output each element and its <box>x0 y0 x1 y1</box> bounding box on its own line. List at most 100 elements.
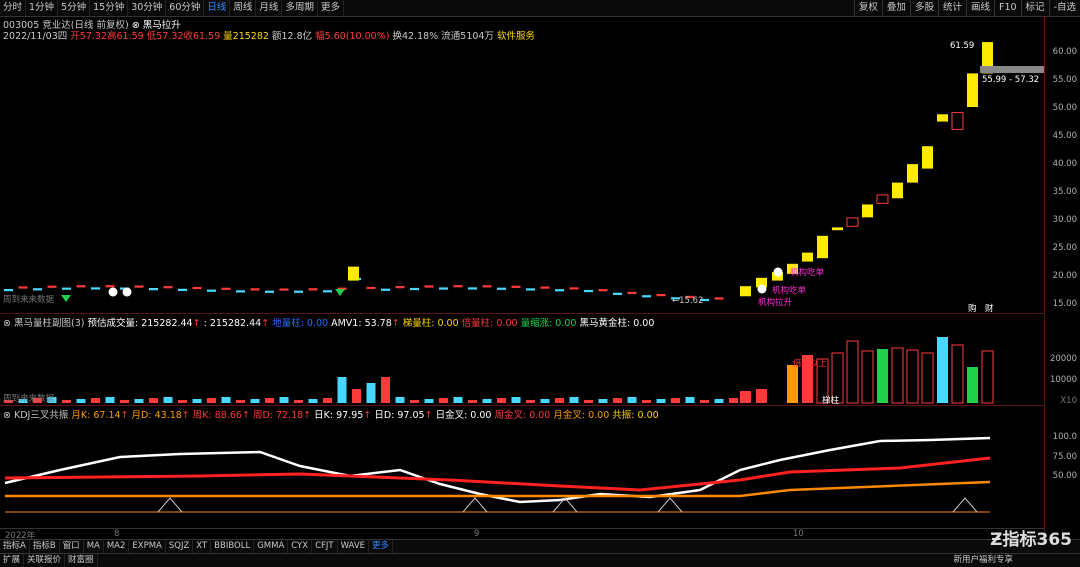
candle <box>91 287 100 290</box>
candle <box>18 286 28 289</box>
tab-1min[interactable]: 1分钟 <box>26 0 59 16</box>
tab-60min[interactable]: 60分钟 <box>166 0 205 16</box>
period-toolbar: 分时 1分钟 5分钟 15分钟 30分钟 60分钟 日线 周线 月线 多周期 更… <box>0 0 1080 17</box>
kdj-tick: 100.0 <box>1052 432 1077 442</box>
adjust-button[interactable]: 复权 <box>853 0 882 16</box>
close-icon[interactable]: ⊗ <box>3 318 11 329</box>
candle <box>497 287 506 290</box>
tab-bbiboll[interactable]: BBIBOLL <box>211 540 255 553</box>
tab-daily[interactable]: 日线 <box>204 0 231 16</box>
tab-ma2[interactable]: MA2 <box>104 540 130 553</box>
tab-indicator-a[interactable]: 指标A <box>0 540 30 553</box>
diamond-marker <box>335 289 345 296</box>
f10-button[interactable]: F10 <box>993 0 1021 16</box>
candle <box>937 114 948 122</box>
volume-bar <box>18 399 28 403</box>
signal-label: 机构拉升 <box>758 298 793 308</box>
tab-sqjz[interactable]: SQJZ <box>166 540 194 553</box>
volume-bar <box>598 399 608 403</box>
tab-fenshi[interactable]: 分时 <box>0 0 27 16</box>
volume-bar <box>584 400 593 403</box>
panel-divider <box>0 313 1045 314</box>
finance-flag[interactable]: 财 <box>985 304 994 314</box>
ohlc-info: 2022/11/03四 开57.32高61.59 低57.32收61.59 量2… <box>3 31 535 42</box>
tab-xt[interactable]: XT <box>193 540 212 553</box>
volume-bar <box>967 367 978 403</box>
logo: Ƶ指标365 <box>990 530 1072 550</box>
time-label: 2022年 <box>5 531 36 541</box>
tab-monthly[interactable]: 月线 <box>256 0 283 16</box>
volume-bar <box>569 397 579 403</box>
tab-wave[interactable]: WAVE <box>338 540 370 553</box>
volume-bar <box>511 397 521 403</box>
buy-flag[interactable]: 购 <box>968 304 977 314</box>
expand-button[interactable]: 扩展 <box>0 554 25 567</box>
watchlist-button[interactable]: -自选 <box>1048 0 1080 16</box>
volume-unit: X10 <box>1060 396 1077 406</box>
candle <box>76 285 86 288</box>
volume-bar <box>613 398 622 403</box>
candle <box>922 146 933 169</box>
signal-circle <box>122 287 132 297</box>
volume-bar <box>366 383 376 403</box>
tab-cfjt[interactable]: CFJT <box>312 540 338 553</box>
high-label: 61.59 <box>950 41 975 51</box>
multi-stock-button[interactable]: 多股 <box>909 0 938 16</box>
candle <box>569 287 579 290</box>
kdj-day-line <box>4 436 991 504</box>
candle <box>540 286 550 289</box>
volume-bar <box>831 352 844 404</box>
volume-bar <box>47 397 57 403</box>
related-quote-button[interactable]: 关联报价 <box>24 554 66 567</box>
candle <box>468 287 477 290</box>
candle <box>33 288 42 291</box>
tab-5min[interactable]: 5分钟 <box>58 0 91 16</box>
candle <box>149 287 158 291</box>
indicator-name[interactable]: ⊗ 黑马拉升 <box>131 20 181 31</box>
candle <box>832 227 843 231</box>
tab-more[interactable]: 更多 <box>318 0 344 16</box>
new-user-promo[interactable]: 新用户福利专享 <box>953 555 1013 565</box>
tab-30min[interactable]: 30分钟 <box>128 0 167 16</box>
kdj-tick: 50.00 <box>1052 471 1077 481</box>
volume-bar <box>937 337 948 403</box>
tab-weekly[interactable]: 周线 <box>230 0 257 16</box>
close-icon[interactable]: ⊗ <box>3 410 11 421</box>
wealth-circle-button[interactable]: 财富圈 <box>65 554 98 567</box>
candle <box>756 277 767 288</box>
price-axis <box>1044 16 1080 538</box>
candle <box>294 290 303 293</box>
candle <box>163 286 173 289</box>
volume-bar <box>120 400 129 403</box>
candlestick-chart[interactable] <box>0 0 1045 540</box>
tab-more-indicators[interactable]: 更多 <box>369 540 394 553</box>
volume-bar <box>250 399 260 403</box>
candle <box>787 263 798 274</box>
price-tick: 40.00 <box>1052 159 1077 169</box>
overlay-button[interactable]: 叠加 <box>881 0 910 16</box>
volume-bar <box>642 400 651 403</box>
tab-expma[interactable]: EXPMA <box>129 540 166 553</box>
candle <box>337 287 347 290</box>
volume-tick: 10000 <box>1049 375 1077 385</box>
tab-multi-period[interactable]: 多周期 <box>282 0 318 16</box>
tab-gmma[interactable]: GMMA <box>254 540 289 553</box>
volume-bar <box>410 400 419 403</box>
tab-15min[interactable]: 15分钟 <box>90 0 129 16</box>
stats-button[interactable]: 统计 <box>937 0 966 16</box>
volume-bar <box>861 350 874 404</box>
tab-indicator-b[interactable]: 指标B <box>30 540 60 553</box>
mark-button[interactable]: 标记 <box>1020 0 1049 16</box>
draw-line-button[interactable]: 画线 <box>965 0 994 16</box>
tab-ma[interactable]: MA <box>84 540 104 553</box>
volume-bar <box>468 400 477 403</box>
candle <box>642 295 651 298</box>
volume-bar <box>294 400 303 403</box>
tab-window[interactable]: 窗口 <box>60 540 84 553</box>
candle <box>105 285 115 288</box>
tab-cyx[interactable]: CYX <box>288 540 313 553</box>
volume-tick: 20000 <box>1049 354 1077 364</box>
volume-bar <box>149 398 158 403</box>
candle <box>671 297 680 300</box>
volume-bar <box>352 389 361 403</box>
